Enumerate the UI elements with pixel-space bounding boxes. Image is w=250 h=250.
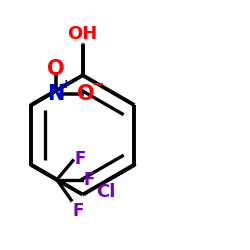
Text: F: F [75, 150, 86, 168]
Text: O: O [77, 84, 95, 104]
Text: +: + [61, 78, 71, 91]
Text: F: F [84, 171, 95, 189]
Text: −: − [92, 77, 104, 92]
Text: O: O [47, 59, 64, 79]
Text: F: F [72, 202, 84, 220]
Text: OH: OH [68, 26, 98, 44]
Text: Cl: Cl [96, 183, 116, 201]
Text: N: N [47, 84, 64, 104]
